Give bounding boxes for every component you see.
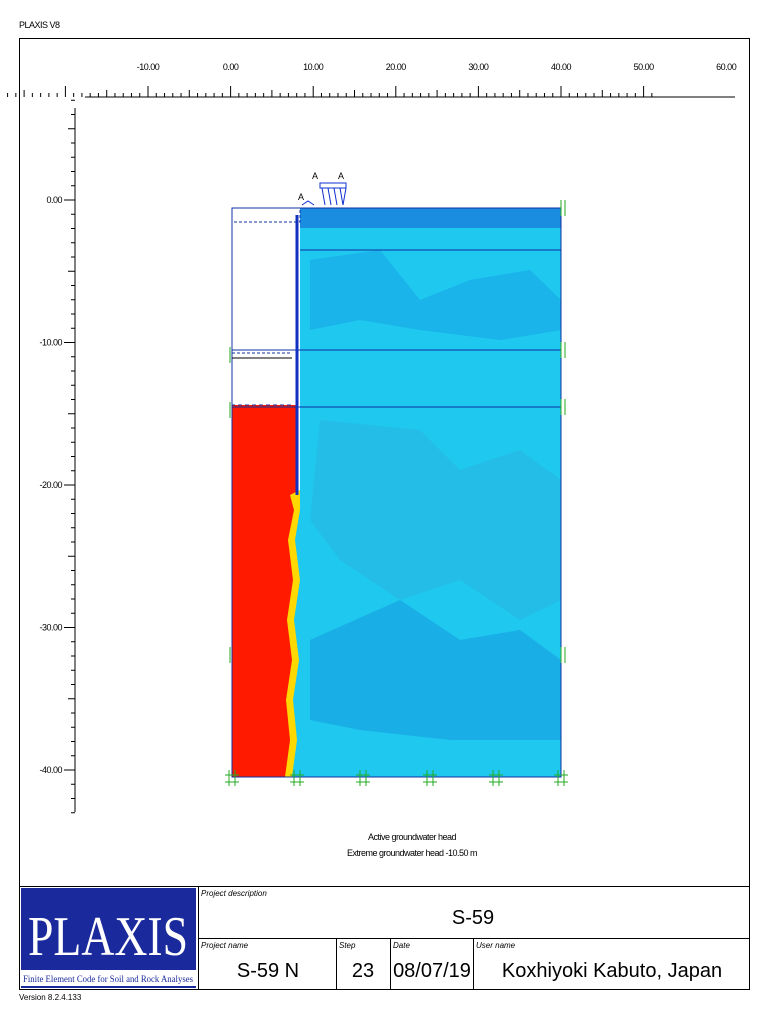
fixity: [489, 770, 503, 786]
field-label: Project description: [201, 889, 267, 898]
fixity: [356, 770, 370, 786]
excavation: [232, 207, 301, 223]
zone: [310, 600, 561, 740]
fixity: [560, 342, 566, 358]
y-ruler-label: -20.00: [39, 480, 62, 490]
fixity: [560, 647, 566, 663]
x-ruler-label: 20.00: [386, 62, 407, 72]
outline: [231, 207, 562, 778]
field-label: Project name: [201, 941, 249, 950]
y-ruler-label: -40.00: [39, 765, 62, 775]
x-ruler-label: 40.00: [551, 62, 572, 72]
note: Extreme groundwater head -10.50 m: [347, 848, 477, 858]
fixity: [560, 399, 566, 415]
x-ruler-label: 60.00: [716, 62, 737, 72]
load-label: A: [298, 192, 304, 202]
field-label: Step: [339, 941, 356, 950]
version: Version 8.2.4.133: [19, 993, 82, 1002]
y-ruler-label: -10.00: [39, 338, 62, 348]
y-ruler-label: -30.00: [39, 623, 62, 633]
load-label: A: [338, 171, 344, 181]
top-layer: [300, 208, 561, 228]
field-label: Date: [393, 941, 410, 950]
fixity: [554, 770, 568, 786]
app-title: PLAXIS V8: [19, 20, 60, 30]
zone: [310, 250, 561, 340]
note: Active groundwater head: [368, 832, 457, 842]
tagline-box: [21, 970, 196, 986]
fixity: [225, 770, 239, 786]
logo: PLAXIS: [28, 906, 188, 968]
load-label: A: [312, 171, 318, 181]
x-ruler-label: 0.00: [223, 62, 239, 72]
frame: [19, 38, 750, 990]
x-ruler-label: -10.00: [137, 62, 160, 72]
rulers: [7, 86, 735, 814]
fixity: [290, 770, 304, 786]
zone: [310, 420, 561, 620]
y-ruler-label: 0.00: [46, 195, 62, 205]
user-name: Koxhiyoki Kabuto, Japan: [502, 960, 722, 982]
x-ruler-label: 30.00: [468, 62, 489, 72]
field-label: User name: [476, 941, 516, 950]
excavation: [231, 222, 292, 406]
x-ruler-label: 10.00: [303, 62, 324, 72]
date: 08/07/19: [393, 960, 471, 982]
load: [301, 182, 347, 206]
x-ruler-label: 50.00: [634, 62, 655, 72]
red-zone: [232, 405, 296, 777]
footer-grid: [19, 886, 750, 990]
fixity: [560, 200, 566, 216]
fixities: [225, 200, 568, 786]
model: [225, 182, 568, 786]
project-description: S-59: [452, 907, 494, 929]
step: 23: [352, 960, 374, 982]
fixity: [423, 770, 437, 786]
project-name: S-59 N: [237, 960, 299, 982]
tagline: Finite Element Code for Soil and Rock An…: [23, 974, 193, 984]
